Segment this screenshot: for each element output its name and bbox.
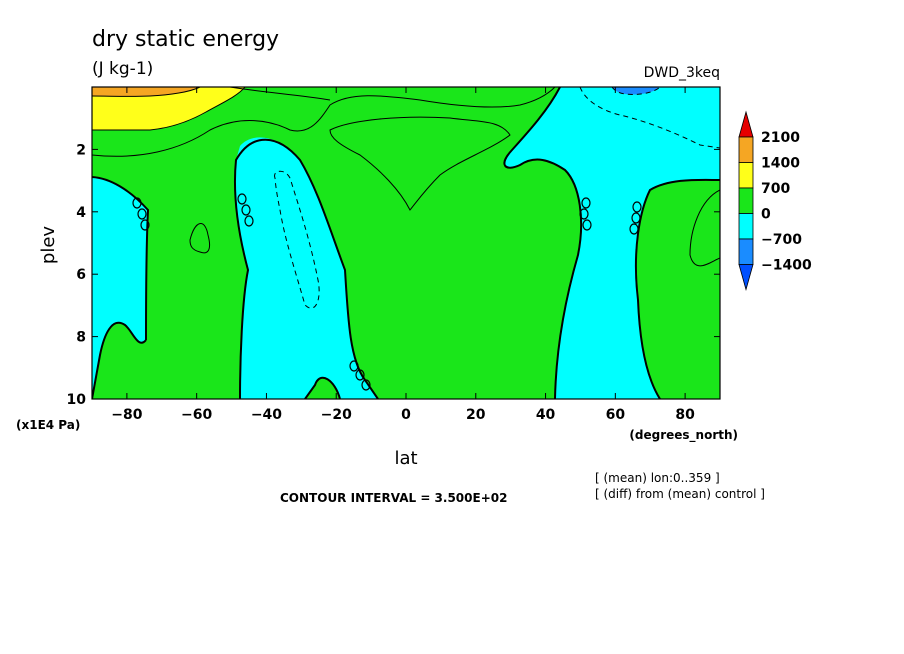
x-tick-label: −60 [181,407,212,423]
neg-contour-3 [611,87,661,95]
zero-contour-left [92,176,150,341]
x-axis: −80 −60 −40 −20 0 20 40 60 80 [111,87,695,423]
y-tick-label: 8 [76,330,86,346]
colorbar-swatch [738,238,754,265]
x-tick-label: 0 [401,407,411,423]
pos-contour-4 [329,116,511,211]
x-tick-label: 20 [466,407,486,423]
y-axis: 2 4 6 8 10 [67,142,720,408]
zero-contour-midleft [233,138,379,399]
colorbar-swatch [738,213,754,240]
pos-contour-5 [189,223,211,254]
pos-contour-2 [92,87,201,97]
y-tick-label: 4 [76,205,86,221]
model-label: DWD_3keq [644,65,720,81]
chart-title: dry static energy [92,27,279,52]
colorbar-swatch [738,162,754,189]
colorbar-arrow-top [738,110,754,138]
x-tick-label: 80 [675,407,695,423]
colorbar-label: 1400 [761,156,800,172]
chart-units: (J kg-1) [92,59,153,79]
field-yellow [92,87,245,130]
colorbar-swatch [738,136,754,163]
neg-contour-1 [274,170,320,309]
colorbar-label: 0 [761,207,771,223]
zero-contour-right2 [634,178,720,399]
field-orange [92,87,200,97]
y-tick-label: 10 [67,392,87,408]
colorbar-arrow-bottom [738,264,754,291]
plot-area [91,86,721,400]
colorbar-label: −1400 [761,258,812,274]
x-tick-label: −40 [251,407,282,423]
neg-contour-2 [579,87,720,149]
y-tick-label: 6 [76,267,86,283]
zero-contour-right [503,87,583,399]
zero-contour-mid-bottom [304,376,341,399]
x-axis-units: (degrees_north) [629,428,738,443]
x-tick-label: 60 [606,407,626,423]
pos-contour-7 [229,87,331,101]
note-mean-lon: [ (mean) lon:0..359 ] [595,471,720,485]
x-axis-label: lat [394,448,417,469]
x-tick-label: −80 [111,407,142,423]
contour-interval: CONTOUR INTERVAL = 3.500E+02 [280,491,507,505]
field-negative-left [92,177,148,399]
note-diff-control: [ (diff) from (mean) control ] [595,487,765,501]
colorbar-label: 2100 [761,130,800,146]
colorbar-label: −700 [761,232,802,248]
pos-contour-1 [92,87,246,131]
pos-contour-3 [92,87,556,157]
x-tick-label: 40 [536,407,556,423]
y-axis-label: plev [38,226,59,265]
zero-contour-left2 [92,321,147,399]
y-tick-label: 2 [76,142,86,158]
x-tick-label: −20 [321,407,352,423]
colorbar-label: 700 [761,181,790,197]
colorbar-swatch [738,187,754,214]
pos-contour-6 [689,189,720,267]
colorbar: 2100 1400 700 0 −700 −1400 [738,110,812,291]
field-negative-midleft [234,137,378,399]
oval-contours [132,193,642,391]
y-axis-units: (x1E4 Pa) [16,418,80,432]
